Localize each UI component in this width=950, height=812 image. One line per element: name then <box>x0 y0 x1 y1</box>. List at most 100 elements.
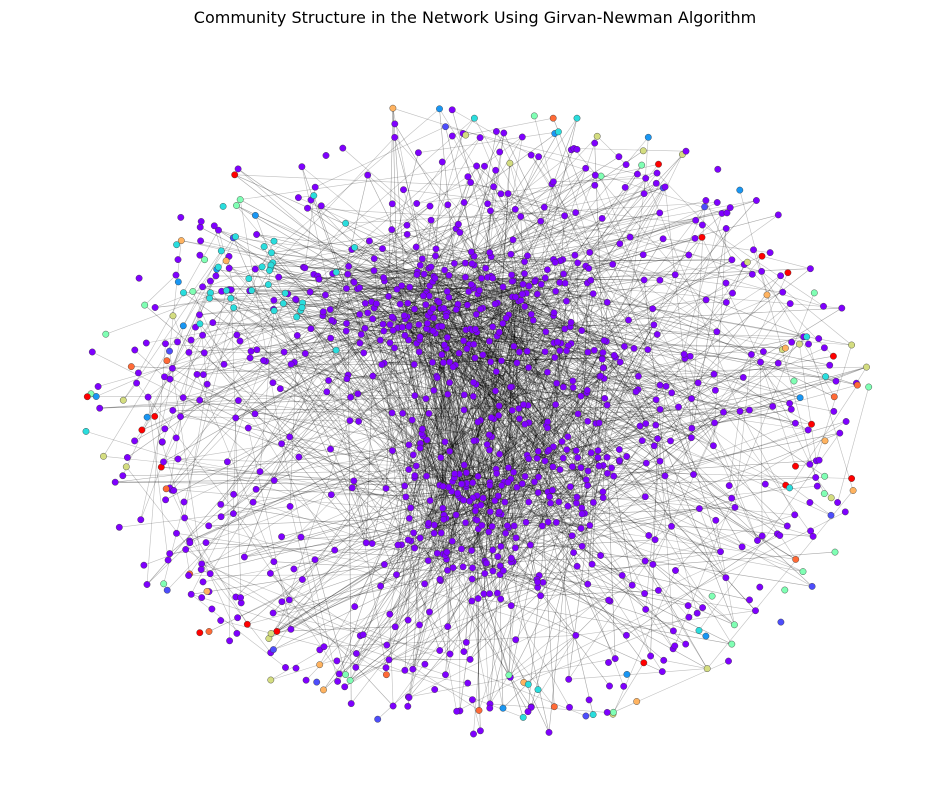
graph-edge <box>409 286 474 519</box>
graph-edge <box>140 374 198 520</box>
graph-node <box>380 561 388 568</box>
graph-edge <box>416 465 500 513</box>
graph-edge <box>645 303 791 424</box>
graph-edge <box>442 344 445 487</box>
graph-edge <box>440 308 514 473</box>
graph-edge <box>563 386 714 446</box>
graph-edge <box>305 320 332 354</box>
graph-node <box>351 243 358 251</box>
graph-edge <box>328 380 528 456</box>
graph-node <box>660 656 668 664</box>
graph-edge <box>439 314 509 486</box>
graph-node <box>197 237 205 245</box>
graph-edge <box>373 258 457 712</box>
graph-node <box>269 609 277 617</box>
graph-edge <box>739 190 816 478</box>
graph-node <box>102 330 110 338</box>
graph-edge <box>494 163 511 304</box>
graph-node <box>699 604 706 611</box>
graph-edge <box>433 220 696 319</box>
graph-node <box>640 659 648 667</box>
graph-node <box>652 179 660 187</box>
graph-edge <box>366 482 509 544</box>
graph-edge <box>568 668 708 680</box>
graph-edge <box>433 390 587 480</box>
graph-edge <box>376 303 471 330</box>
graph-node <box>335 670 343 678</box>
graph-node <box>240 553 248 561</box>
graph-node <box>632 388 640 396</box>
graph-node <box>495 508 503 516</box>
graph-edge <box>474 357 605 379</box>
graph-edge <box>346 295 430 332</box>
graph-node <box>376 336 384 344</box>
graph-edge <box>225 260 298 336</box>
graph-node <box>452 511 460 519</box>
graph-node <box>430 529 438 537</box>
graph-edge <box>405 386 511 498</box>
graph-edge <box>322 311 455 474</box>
graph-edge <box>526 293 714 446</box>
graph-node <box>509 236 517 244</box>
graph-edge <box>397 344 475 546</box>
graph-node <box>520 401 527 408</box>
graph-edge <box>613 476 633 586</box>
graph-node <box>571 251 579 259</box>
graph-edge <box>392 203 627 457</box>
graph-node <box>222 257 230 265</box>
graph-node <box>561 212 568 220</box>
graph-edge <box>510 458 529 480</box>
graph-edge <box>475 507 736 520</box>
graph-node <box>460 496 467 504</box>
graph-edge <box>489 674 510 705</box>
graph-node <box>439 359 447 366</box>
graph-edge <box>122 266 219 476</box>
graph-node <box>251 211 259 219</box>
graph-node <box>597 552 604 559</box>
graph-edge <box>412 537 421 670</box>
graph-edge <box>325 294 430 414</box>
graph-node <box>507 554 515 562</box>
graph-node <box>521 303 529 310</box>
graph-node <box>396 300 404 308</box>
graph-edge <box>144 274 177 306</box>
graph-edge <box>447 337 479 423</box>
graph-node <box>605 596 612 604</box>
graph-edge <box>189 439 428 542</box>
graph-edge <box>445 126 493 327</box>
graph-edge <box>140 325 184 520</box>
graph-node <box>179 322 187 330</box>
graph-node <box>413 200 421 207</box>
graph-edge <box>403 189 465 395</box>
graph-edge <box>472 285 708 669</box>
graph-node <box>451 470 459 478</box>
graph-edge <box>256 349 387 489</box>
graph-edge <box>655 399 788 527</box>
graph-edge <box>439 325 587 480</box>
graph-node <box>675 403 682 411</box>
graph-node <box>603 709 611 716</box>
graph-edge <box>290 364 444 555</box>
graph-edge <box>209 297 658 439</box>
graph-node <box>490 183 497 191</box>
graph-edge <box>374 258 603 359</box>
graph-node <box>374 715 382 723</box>
graph-edge <box>348 266 411 508</box>
graph-node <box>206 277 214 285</box>
graph-edge <box>443 357 616 363</box>
graph-node <box>518 480 526 488</box>
graph-node <box>422 395 430 403</box>
graph-node <box>544 368 551 376</box>
graph-edge <box>115 477 455 483</box>
graph-edge <box>513 164 659 347</box>
graph-node <box>140 561 148 569</box>
graph-edge <box>408 326 497 372</box>
graph-node <box>406 283 414 291</box>
graph-edge <box>280 388 502 486</box>
graph-edge <box>489 351 520 594</box>
graph-node <box>656 381 664 389</box>
graph-node <box>208 605 216 613</box>
graph-edge <box>499 373 715 407</box>
graph-edge <box>365 259 563 304</box>
graph-edge <box>444 170 496 345</box>
